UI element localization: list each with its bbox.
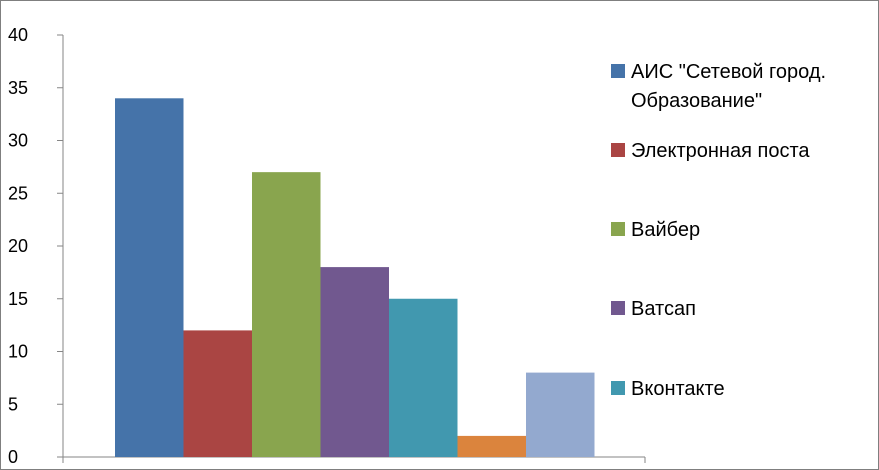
- legend-entry: Вайбер: [631, 219, 700, 241]
- legend-entry: АИС "Сетевой город. Образование": [631, 61, 826, 112]
- legend-entry: Вконтакте: [631, 378, 725, 400]
- bar: [252, 172, 321, 457]
- legend: АИС "Сетевой город. Образование" Электронн…: [611, 61, 826, 400]
- bar: [389, 298, 458, 457]
- bars: [115, 98, 595, 458]
- y-tick-label: 20: [8, 236, 28, 256]
- legend-swatch: [611, 143, 625, 157]
- y-tick-label: 0: [8, 447, 18, 467]
- bar: [183, 330, 252, 457]
- y-tick-label: 25: [8, 183, 28, 203]
- y-tick-label: 15: [8, 289, 28, 309]
- bar: [457, 435, 526, 457]
- y-tick-label: 35: [8, 78, 28, 98]
- legend-swatch: [611, 381, 625, 395]
- legend-swatch: [611, 64, 625, 78]
- legend-swatch: [611, 301, 625, 315]
- legend-swatch: [611, 222, 625, 236]
- y-tick-label: 5: [8, 394, 18, 414]
- y-tick-label: 10: [8, 342, 28, 362]
- bar: [526, 372, 595, 457]
- legend-entry: Ватсап: [631, 298, 696, 320]
- legend-entry: Электронная поста: [631, 140, 810, 162]
- y-tick-label: 40: [8, 25, 28, 45]
- y-tick-label: 30: [8, 131, 28, 151]
- bar: [320, 267, 389, 457]
- bar: [115, 98, 184, 458]
